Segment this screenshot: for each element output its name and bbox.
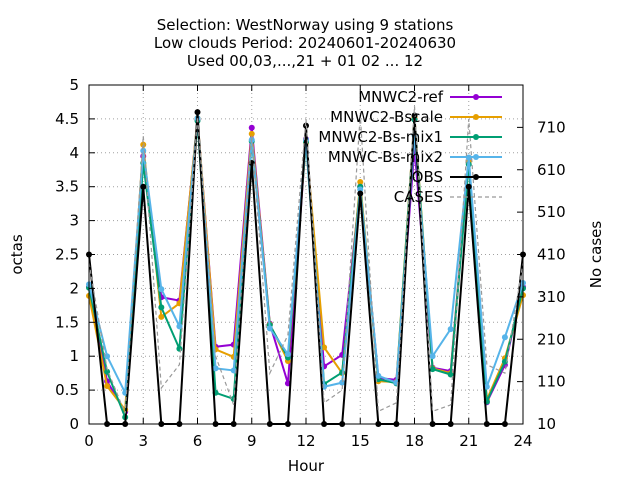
y-tick-label-0: 0 — [69, 415, 79, 433]
y-tick-label-1: 0.5 — [55, 381, 79, 399]
series-point-mnwc-bs-mix2-5 — [176, 323, 183, 330]
x-tick-label-5: 15 — [351, 432, 370, 450]
y2-tick-label-3: 310 — [537, 288, 566, 306]
y-tick-label-2: 1 — [69, 347, 79, 365]
legend-marker-mnwc2-ref — [473, 94, 479, 100]
chart-title-line-3: Used 00,03,...,21 + 01 02 ... 12 — [187, 52, 423, 70]
series-point-mnwc-bs-mix2-7 — [212, 365, 219, 372]
x-tick-label-7: 21 — [459, 432, 478, 450]
axis-ticks: 0 3 6 9 12 15 18 21 2400.511.522.533.544.5510110… — [55, 76, 566, 450]
legend-marker-mnwc2-bscale — [473, 114, 479, 120]
series-point-mnwc2-bs-mix1-19 — [429, 366, 436, 373]
legend-label-mnwc2-bscale: MNWC2-Bscale — [330, 108, 443, 126]
series-lines — [86, 106, 526, 427]
y2-tick-label-4: 410 — [537, 246, 566, 264]
series-point-mnwc2-bs-mix1-4 — [158, 304, 165, 311]
x-axis-label: Hour — [288, 457, 325, 475]
series-point-mnwc2-bscale-4 — [158, 313, 165, 320]
series-point-mnwc-bs-mix2-23 — [501, 334, 508, 341]
series-point-mnwc2-bscale-9 — [248, 130, 255, 137]
series-point-mnwc2-bs-mix1-5 — [176, 345, 183, 352]
series-point-mnwc-bs-mix2-3 — [140, 147, 147, 154]
y-tick-label-4: 2 — [69, 279, 79, 297]
chart-title: Selection: WestNorway using 9 stations L… — [154, 16, 456, 70]
y-tick-label-6: 3 — [69, 212, 79, 230]
series-point-mnwc-bs-mix2-10 — [266, 325, 273, 332]
series-point-mnwc2-bscale-3 — [140, 141, 147, 148]
series-point-mnwc-bs-mix2-19 — [429, 353, 436, 360]
series-point-obs-6 — [194, 109, 201, 116]
series-point-mnwc-bs-mix2-11 — [284, 351, 291, 358]
series-line-cases — [88, 106, 524, 414]
series-point-mnwc-bs-mix2-20 — [447, 326, 454, 333]
series-point-mnwc2-ref-9 — [248, 124, 255, 131]
x-tick-label-2: 6 — [193, 432, 203, 450]
y-tick-label-9: 4.5 — [55, 110, 79, 128]
y-tick-label-5: 2.5 — [55, 246, 79, 264]
y2-axis-label: No cases — [587, 221, 605, 289]
series-point-mnwc2-bscale-1 — [104, 383, 111, 390]
series-point-obs-3 — [140, 183, 147, 190]
legend-label-obs: OBS — [412, 168, 443, 186]
series-point-mnwc-bs-mix2-22 — [483, 383, 490, 390]
legend-label-cases: CASES — [394, 188, 443, 206]
x-tick-label-0: 0 — [84, 432, 94, 450]
y-tick-label-7: 3.5 — [55, 178, 79, 196]
y-axis-label: octas — [8, 234, 26, 274]
y-tick-label-10: 5 — [69, 76, 79, 94]
series-point-mnwc2-bscale-15 — [357, 178, 364, 185]
legend-marker-mnwc-bs-mix2 — [473, 154, 479, 160]
x-tick-label-6: 18 — [405, 432, 424, 450]
series-point-obs-21 — [465, 183, 472, 190]
y2-tick-label-1: 110 — [537, 373, 566, 391]
series-point-obs-15 — [357, 190, 364, 197]
chart-title-line-2: Low clouds Period: 20240601-20240630 — [154, 34, 456, 52]
y-tick-label-8: 4 — [69, 144, 79, 162]
y2-tick-label-7: 710 — [537, 118, 566, 136]
series-point-mnwc-bs-mix2-14 — [339, 379, 346, 386]
legend-label-mnwc-bs-mix2: MNWC-Bs-mix2 — [328, 148, 443, 166]
y2-tick-label-2: 210 — [537, 330, 566, 348]
legend-label-mnwc2-bs-mix1: MNWC2-Bs-mix1 — [318, 128, 443, 146]
y2-tick-label-5: 510 — [537, 203, 566, 221]
legend-marker-mnwc2-bs-mix1 — [473, 134, 479, 140]
y2-tick-label-0: 10 — [537, 415, 556, 433]
chart-title-line-1: Selection: WestNorway using 9 stations — [157, 16, 454, 34]
series-point-mnwc-bs-mix2-4 — [158, 286, 165, 293]
legend: MNWC2-ref MNWC2-Bscale MNWC2-Bs-mix1 MNWC-B… — [318, 88, 502, 206]
x-tick-label-4: 12 — [296, 432, 315, 450]
legend-marker-obs — [473, 174, 479, 180]
series-point-mnwc-bs-mix2-1 — [104, 353, 111, 360]
y2-tick-label-6: 610 — [537, 161, 566, 179]
series-point-mnwc-bs-mix2-8 — [230, 367, 237, 374]
x-tick-label-8: 24 — [513, 432, 532, 450]
legend-label-mnwc2-ref: MNWC2-ref — [358, 88, 443, 106]
series-point-mnwc-bs-mix2-16 — [375, 372, 382, 379]
y-tick-label-3: 1.5 — [55, 313, 79, 331]
x-tick-label-1: 3 — [138, 432, 148, 450]
series-point-mnwc2-bs-mix1-23 — [501, 358, 508, 365]
x-tick-label-3: 9 — [247, 432, 257, 450]
series-point-mnwc2-bscale-13 — [321, 344, 328, 351]
